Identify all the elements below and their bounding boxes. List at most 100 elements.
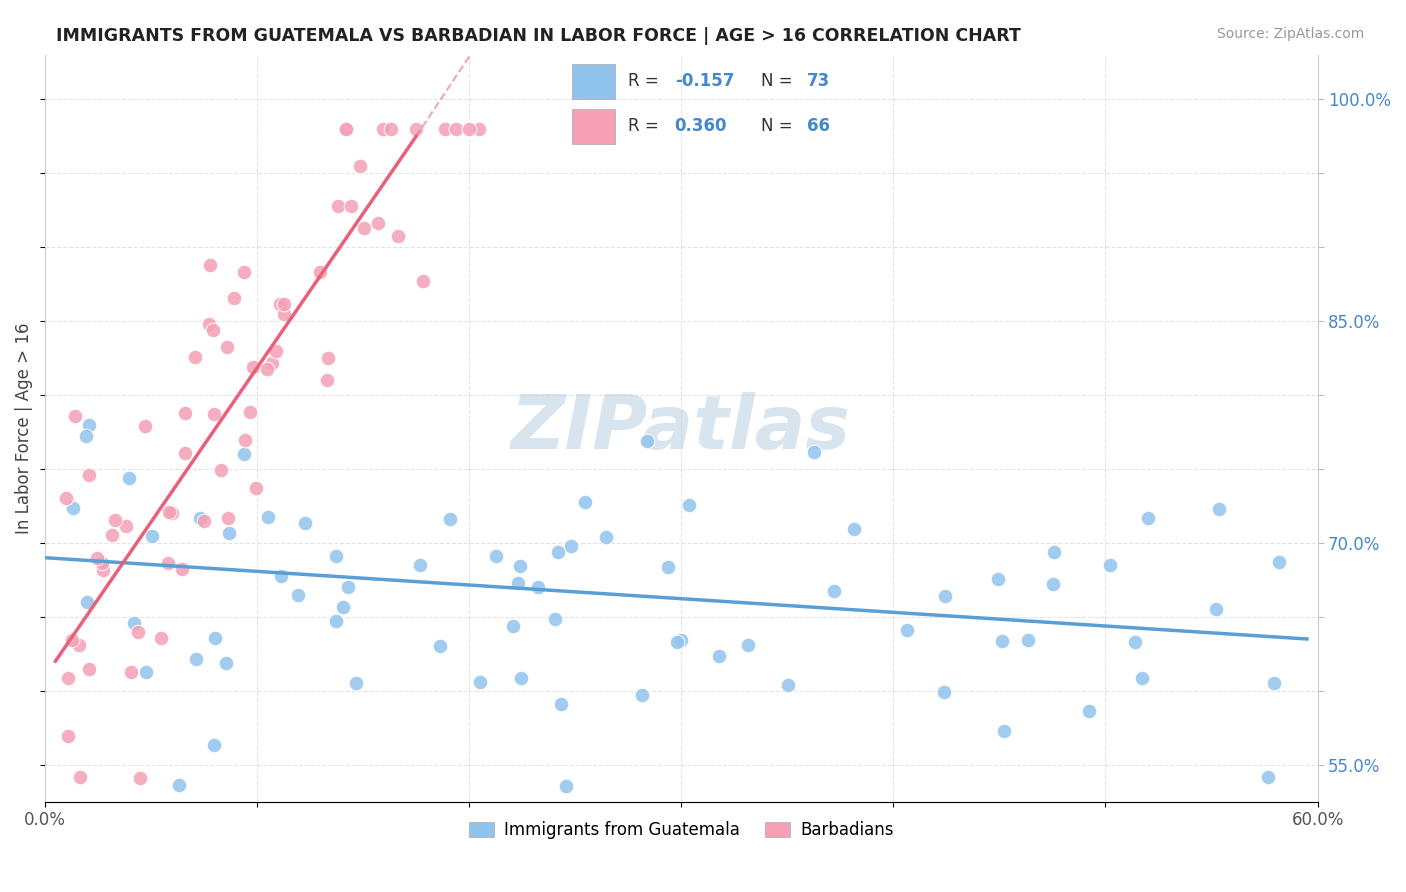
Point (485, 549, 508, 563)
Text: 73: 73 (807, 72, 830, 90)
Text: ZIPatlas: ZIPatlas (512, 392, 851, 465)
Point (1267, 555, 1289, 569)
FancyBboxPatch shape (572, 109, 616, 144)
Point (527, 580, 550, 594)
Point (260, 356, 283, 370)
Point (1042, 576, 1064, 591)
Point (1257, 770, 1279, 784)
Point (217, 511, 239, 525)
Point (326, 199, 349, 213)
Point (678, 499, 700, 513)
Point (65, 409, 87, 423)
Point (135, 665, 157, 679)
Point (242, 359, 264, 374)
Point (215, 657, 238, 671)
Point (308, 265, 330, 279)
Point (987, 573, 1010, 587)
Point (657, 560, 679, 574)
Text: R =: R = (628, 72, 659, 90)
Point (188, 511, 211, 525)
Point (439, 512, 461, 526)
Point (273, 307, 295, 321)
Point (76, 595, 98, 609)
Point (56, 729, 79, 743)
Point (509, 558, 531, 573)
Point (547, 544, 569, 558)
Point (287, 588, 309, 602)
Point (233, 434, 256, 448)
Text: -0.157: -0.157 (675, 72, 734, 90)
Point (141, 529, 163, 543)
Point (544, 612, 567, 626)
Point (120, 665, 142, 679)
Point (100, 528, 122, 542)
Text: IMMIGRANTS FROM GUATEMALA VS BARBADIAN IN LABOR FORCE | AGE > 16 CORRELATION CHA: IMMIGRANTS FROM GUATEMALA VS BARBADIAN I… (56, 27, 1021, 45)
Point (77, 662, 100, 676)
Point (201, 322, 224, 336)
Point (270, 569, 292, 583)
Point (239, 405, 262, 419)
Point (174, 445, 197, 459)
Point (162, 506, 184, 520)
Point (159, 505, 181, 519)
Point (349, 159, 371, 173)
Point (631, 688, 654, 702)
Text: 0.360: 0.360 (675, 118, 727, 136)
Point (991, 633, 1014, 648)
Point (429, 640, 451, 654)
Point (245, 481, 267, 495)
Point (671, 633, 693, 648)
Point (666, 634, 689, 648)
Point (335, 122, 357, 136)
Point (69, 770, 91, 784)
Point (77, 467, 100, 482)
Point (124, 616, 146, 631)
Point (371, 122, 394, 136)
Point (446, 122, 468, 136)
Point (332, 600, 354, 615)
Point (134, 419, 156, 434)
Text: R =: R = (628, 118, 659, 136)
Point (934, 589, 956, 603)
Point (508, 576, 530, 591)
Point (560, 539, 582, 553)
Point (58, 671, 80, 685)
Point (468, 122, 491, 136)
Point (339, 199, 361, 213)
Point (232, 265, 254, 279)
Point (550, 697, 572, 711)
Point (316, 351, 339, 365)
Point (294, 516, 316, 531)
Point (502, 618, 524, 632)
Point (896, 624, 918, 638)
Point (387, 229, 409, 244)
Point (202, 407, 225, 421)
Point (184, 350, 207, 364)
Point (1205, 602, 1227, 616)
Point (118, 471, 141, 485)
Point (803, 445, 825, 459)
Point (1078, 705, 1101, 719)
Point (75, 429, 97, 443)
Point (218, 525, 240, 540)
Text: Source: ZipAtlas.com: Source: ZipAtlas.com (1216, 27, 1364, 41)
Point (167, 778, 190, 792)
Point (993, 723, 1015, 738)
Point (172, 562, 194, 576)
Point (256, 362, 278, 376)
Point (127, 625, 149, 640)
Point (67, 638, 90, 652)
Point (1208, 502, 1230, 516)
Point (233, 447, 256, 461)
Point (468, 674, 491, 689)
Point (273, 297, 295, 311)
Point (62, 501, 84, 516)
Point (737, 638, 759, 652)
Point (150, 632, 173, 646)
Point (380, 122, 402, 136)
FancyBboxPatch shape (572, 64, 616, 99)
Legend: Immigrants from Guatemala, Barbadians: Immigrants from Guatemala, Barbadians (463, 814, 900, 846)
Point (77, 417, 100, 432)
Point (204, 738, 226, 752)
Y-axis label: In Labor Force | Age > 16: In Labor Force | Age > 16 (15, 323, 32, 534)
